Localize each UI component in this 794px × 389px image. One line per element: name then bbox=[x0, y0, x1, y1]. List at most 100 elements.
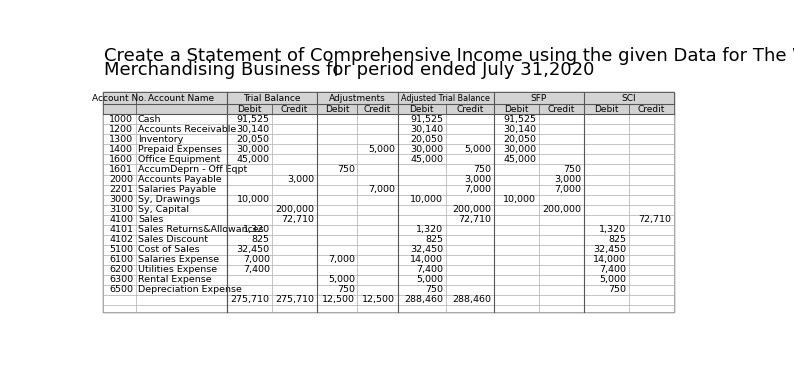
Text: 10,000: 10,000 bbox=[237, 195, 270, 204]
Text: Account No.: Account No. bbox=[92, 94, 147, 103]
Bar bbox=[317, 135, 357, 144]
Bar bbox=[357, 285, 398, 294]
Text: 1400: 1400 bbox=[110, 145, 133, 154]
Text: 1200: 1200 bbox=[110, 125, 133, 134]
Bar bbox=[317, 275, 357, 285]
Text: 750: 750 bbox=[563, 165, 581, 174]
Text: 14,000: 14,000 bbox=[410, 255, 443, 264]
Bar bbox=[494, 194, 538, 205]
Text: 275,710: 275,710 bbox=[276, 295, 314, 304]
Text: 30,000: 30,000 bbox=[410, 145, 443, 154]
Bar bbox=[629, 104, 673, 114]
Bar bbox=[398, 114, 445, 124]
Bar bbox=[272, 215, 317, 224]
Bar bbox=[494, 184, 538, 194]
Bar bbox=[317, 215, 357, 224]
Text: 3,000: 3,000 bbox=[554, 175, 581, 184]
Bar bbox=[227, 144, 272, 154]
Bar bbox=[136, 224, 227, 235]
Bar bbox=[227, 135, 272, 144]
Text: 825: 825 bbox=[252, 235, 270, 244]
Bar bbox=[629, 205, 673, 215]
Bar bbox=[103, 92, 136, 104]
Bar bbox=[445, 165, 494, 175]
Bar bbox=[317, 245, 357, 254]
Text: Account Name: Account Name bbox=[148, 94, 214, 103]
Bar bbox=[538, 194, 584, 205]
Bar bbox=[629, 165, 673, 175]
Text: SCI: SCI bbox=[621, 94, 636, 103]
Bar bbox=[398, 215, 445, 224]
Text: 7,400: 7,400 bbox=[243, 265, 270, 274]
Bar bbox=[357, 165, 398, 175]
Bar bbox=[398, 245, 445, 254]
Bar bbox=[584, 285, 629, 294]
Bar bbox=[103, 144, 136, 154]
Bar bbox=[272, 194, 317, 205]
Bar bbox=[103, 235, 136, 245]
Bar bbox=[398, 135, 445, 144]
Bar bbox=[272, 305, 317, 312]
Bar bbox=[357, 254, 398, 265]
Text: 750: 750 bbox=[337, 165, 355, 174]
Text: 1,320: 1,320 bbox=[243, 225, 270, 234]
Bar bbox=[584, 184, 629, 194]
Bar bbox=[629, 184, 673, 194]
Text: 825: 825 bbox=[608, 235, 626, 244]
Bar bbox=[584, 224, 629, 235]
Bar bbox=[538, 235, 584, 245]
Bar bbox=[357, 144, 398, 154]
Bar bbox=[272, 235, 317, 245]
Bar bbox=[445, 245, 494, 254]
Text: Office Equipment: Office Equipment bbox=[138, 155, 220, 164]
Bar bbox=[538, 135, 584, 144]
Bar bbox=[445, 135, 494, 144]
Bar bbox=[227, 254, 272, 265]
Text: Merchandising Business for period ended July 31,2020: Merchandising Business for period ended … bbox=[104, 61, 594, 79]
Text: 2201: 2201 bbox=[110, 185, 133, 194]
Bar bbox=[136, 265, 227, 275]
Bar bbox=[103, 92, 673, 312]
Text: Sales Discount: Sales Discount bbox=[138, 235, 208, 244]
Bar bbox=[227, 285, 272, 294]
Bar bbox=[227, 154, 272, 165]
Bar bbox=[629, 215, 673, 224]
Text: 91,525: 91,525 bbox=[410, 115, 443, 124]
Bar bbox=[629, 254, 673, 265]
Text: 7,400: 7,400 bbox=[416, 265, 443, 274]
Bar bbox=[584, 294, 629, 305]
Bar bbox=[272, 275, 317, 285]
Bar bbox=[538, 144, 584, 154]
Bar bbox=[494, 154, 538, 165]
Bar bbox=[317, 194, 357, 205]
Bar bbox=[398, 92, 494, 104]
Text: 30,140: 30,140 bbox=[503, 125, 537, 134]
Bar bbox=[103, 205, 136, 215]
Bar bbox=[494, 165, 538, 175]
Bar bbox=[584, 275, 629, 285]
Text: 20,050: 20,050 bbox=[503, 135, 537, 144]
Text: Adjusted Trial Balance: Adjusted Trial Balance bbox=[401, 94, 490, 103]
Text: Credit: Credit bbox=[456, 105, 484, 114]
Bar bbox=[629, 305, 673, 312]
Bar bbox=[445, 265, 494, 275]
Bar bbox=[272, 124, 317, 135]
Bar bbox=[103, 285, 136, 294]
Bar bbox=[103, 265, 136, 275]
Text: 72,710: 72,710 bbox=[458, 215, 491, 224]
Bar bbox=[398, 305, 445, 312]
Bar bbox=[227, 224, 272, 235]
Bar bbox=[103, 165, 136, 175]
Bar bbox=[227, 215, 272, 224]
Text: 1601: 1601 bbox=[110, 165, 133, 174]
Bar bbox=[136, 114, 227, 124]
Bar bbox=[227, 235, 272, 245]
Bar bbox=[227, 205, 272, 215]
Bar bbox=[272, 154, 317, 165]
Text: 4101: 4101 bbox=[110, 225, 133, 234]
Bar bbox=[538, 175, 584, 184]
Text: Sales Returns&Allowances: Sales Returns&Allowances bbox=[138, 225, 264, 234]
Bar bbox=[538, 245, 584, 254]
Bar bbox=[538, 104, 584, 114]
Bar bbox=[136, 144, 227, 154]
